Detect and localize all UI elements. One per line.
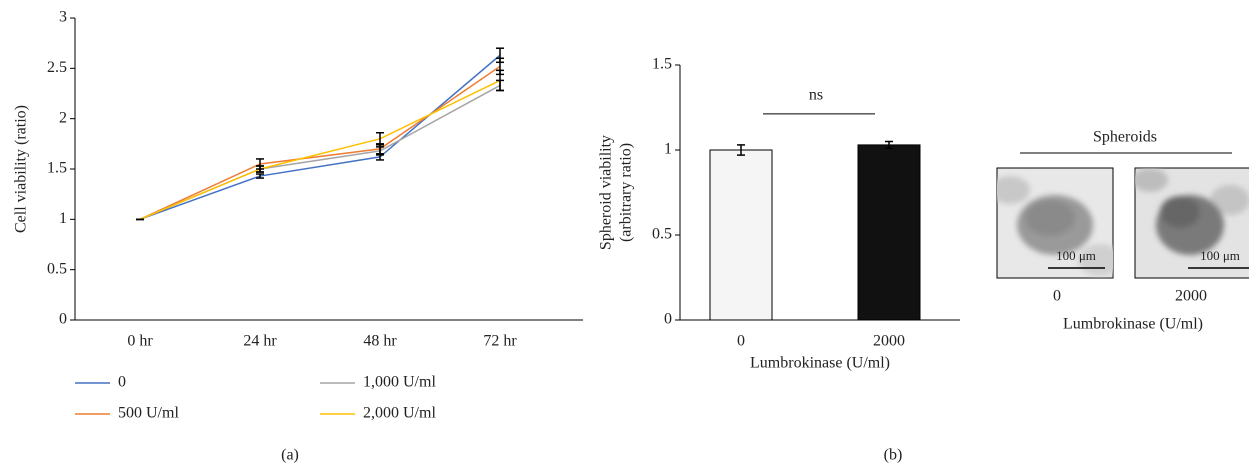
image-label: 0	[1053, 288, 1061, 305]
y-tick-label: 0.5	[47, 260, 67, 277]
x-tick-label: 48 hr	[363, 333, 397, 350]
x-tick-label: 0	[737, 333, 745, 350]
x-tick-label: 24 hr	[243, 333, 277, 350]
scale-label: 100 μm	[1200, 248, 1240, 263]
y-tick-label: 0.5	[652, 226, 672, 243]
y-axis-label: (arbitrary ratio)	[618, 143, 635, 242]
scale-label: 100 μm	[1056, 248, 1096, 263]
x-tick-label: 0 hr	[127, 333, 153, 350]
y-axis-label: Cell viability (ratio)	[13, 105, 30, 233]
image-label: 2000	[1175, 288, 1207, 305]
legend-label: 2,000 U/ml	[363, 405, 436, 422]
bar	[710, 150, 772, 320]
y-axis-label: Spheroid viability	[598, 135, 615, 250]
images-title: Spheroids	[1093, 129, 1157, 146]
y-tick-label: 3	[59, 9, 67, 26]
y-tick-label: 1.5	[652, 56, 672, 73]
spheroid-images: 100 μm 100 μm Spheroids 0 2000 Lumbrokin…	[990, 129, 1249, 333]
y-tick-label: 0	[59, 311, 67, 328]
y-tick-label: 2	[59, 109, 67, 126]
figure: 100 μm 100 μm Spheroids 0 2000 Lumbrokin…	[0, 0, 1249, 470]
y-tick-label: 2.5	[47, 59, 67, 76]
legend-label: 1,000 U/ml	[363, 374, 436, 391]
y-tick-label: 1	[664, 141, 672, 158]
bar	[858, 145, 920, 320]
legend-label: 0	[118, 374, 126, 391]
x-tick-label: 72 hr	[483, 333, 517, 350]
panel-label: (a)	[281, 447, 299, 464]
y-tick-label: 0	[664, 311, 672, 328]
annotation: ns	[809, 87, 823, 104]
x-tick-label: 2000	[873, 333, 905, 350]
panel-label: (b)	[884, 447, 903, 464]
legend-label: 500 U/ml	[118, 405, 179, 422]
y-tick-label: 1	[59, 210, 67, 227]
y-tick-label: 1.5	[47, 160, 67, 177]
x-axis-label: Lumbrokinase (U/ml)	[750, 355, 890, 372]
images-x-label: Lumbrokinase (U/ml)	[1063, 316, 1203, 333]
